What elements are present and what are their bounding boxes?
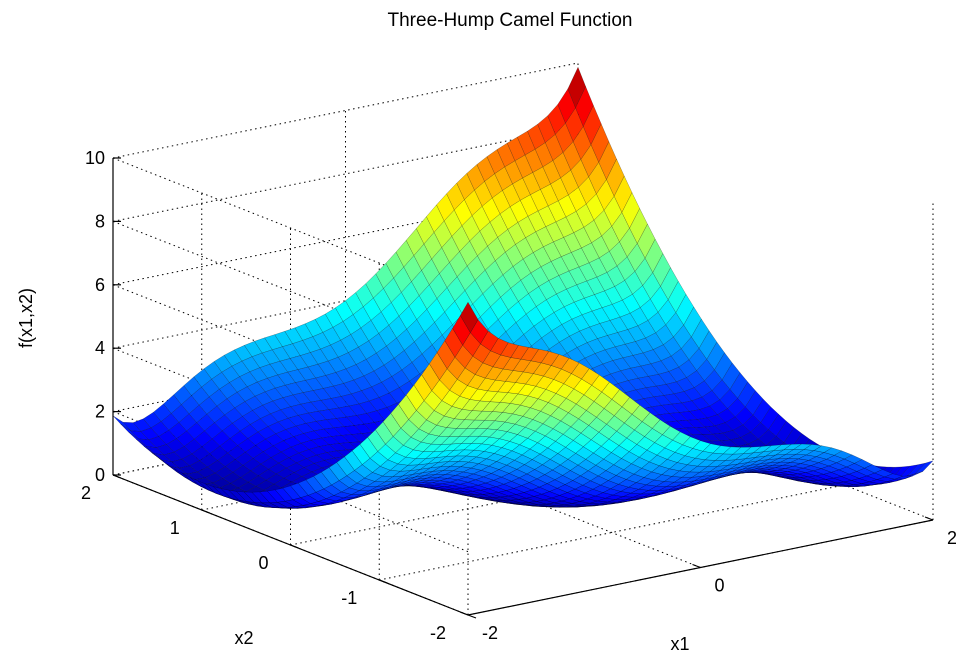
z-axis-label: f(x1,x2) xyxy=(16,288,36,348)
x2-tick-label: 1 xyxy=(170,518,180,538)
z-tick-label: 6 xyxy=(95,275,105,295)
x1-tick xyxy=(693,565,701,568)
x1-tick-label: 0 xyxy=(715,576,725,596)
x2-tick-label: -2 xyxy=(430,623,446,643)
x2-tick-label: 2 xyxy=(81,483,91,503)
z-tick-label: 10 xyxy=(85,148,105,168)
x2-tick xyxy=(202,510,210,513)
surface-mesh xyxy=(113,67,933,508)
x1-tick-label: -2 xyxy=(482,623,498,643)
x1-tick xyxy=(460,612,468,615)
x2-tick-label: -1 xyxy=(341,588,357,608)
x1-axis-label: x1 xyxy=(670,634,689,654)
z-tick-label: 2 xyxy=(95,402,105,422)
x2-tick-label: 0 xyxy=(258,553,268,573)
chart-title: Three-Hump Camel Function xyxy=(388,10,633,31)
x2-axis-label: x2 xyxy=(234,628,253,648)
x1-tick xyxy=(925,517,933,520)
x1-tick-label: 2 xyxy=(947,528,956,548)
x2-tick xyxy=(291,545,299,548)
x2-tick xyxy=(468,615,476,618)
z-tick-label: 8 xyxy=(95,211,105,231)
x2-tick xyxy=(379,580,387,583)
z-tick-label: 0 xyxy=(95,465,105,485)
z-tick-label: 4 xyxy=(95,338,105,358)
